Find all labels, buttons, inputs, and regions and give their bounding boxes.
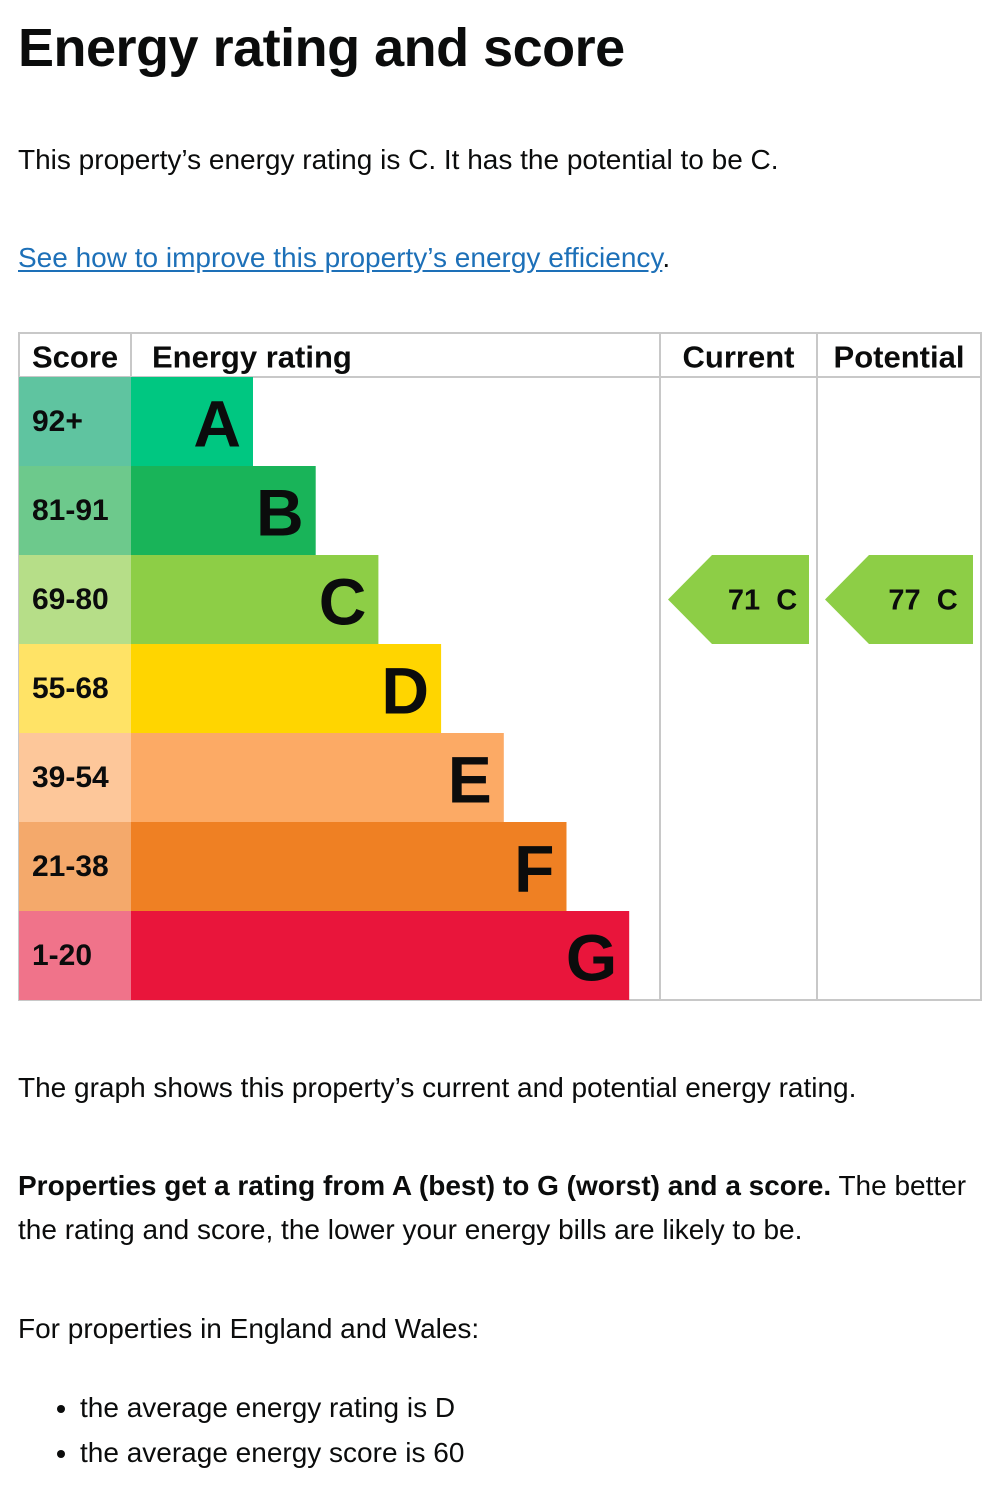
chart-grid (18, 332, 982, 1001)
band-bar-a (131, 377, 253, 466)
link-suffix: . (662, 242, 671, 273)
score-cell-f (19, 822, 131, 911)
chart-headers: Score Energy rating Current Potential (32, 340, 964, 375)
header-current: Current (683, 340, 795, 375)
band-score-label: 69-80 (32, 583, 109, 616)
page-title: Energy rating and score (18, 18, 625, 78)
current-rating-arrow-label: 71 C (728, 585, 797, 617)
band-score-label: 39-54 (32, 761, 109, 794)
score-cell-c (19, 555, 131, 644)
band-bar-d (131, 644, 442, 733)
header-potential: Potential (834, 340, 965, 375)
header-energy-rating: Energy rating (152, 340, 352, 375)
band-letter-label: C (319, 565, 367, 639)
band-bar-c (131, 555, 379, 644)
band-letter-label: G (566, 921, 617, 995)
band-bar-f (131, 822, 567, 911)
band-score-label: 21-38 (32, 850, 109, 883)
header-score: Score (32, 340, 118, 375)
score-cell-b (19, 466, 131, 555)
current-rating-arrow (668, 555, 809, 644)
ratings-explanation-bold: Properties get a rating from A (best) to… (18, 1170, 832, 1201)
band-letter-label: F (514, 832, 554, 906)
score-cell-g (19, 911, 131, 1000)
band-score-label: 81-91 (32, 494, 109, 527)
potential-rating-arrow-label: 77 C (888, 585, 957, 617)
band-letter-label: E (448, 743, 492, 817)
improve-efficiency-link[interactable]: See how to improve this property’s energ… (18, 242, 663, 273)
list-item: the average energy rating is D (80, 1385, 464, 1430)
region-heading: For properties in England and Wales: (18, 1313, 480, 1344)
band-letter-label: A (193, 387, 241, 461)
rating-summary: This property’s energy rating is C. It h… (18, 144, 779, 175)
band-score-label: 1-20 (32, 939, 92, 972)
chart-bands: 92+ A 81-91 B 69-80 C 55-68 D 39-54 E 21-38 F 1-20 G (19, 377, 630, 1000)
chart-arrows: 71 C 77 C (668, 555, 973, 644)
improve-paragraph: See how to improve this property’s energ… (18, 236, 670, 280)
score-cell-d (19, 644, 131, 733)
score-cell-a (19, 377, 131, 466)
band-letter-label: B (256, 476, 304, 550)
score-cell-e (19, 733, 131, 822)
ratings-explanation-rest: The better the rating and score, the low… (18, 1170, 967, 1245)
band-score-label: 55-68 (32, 672, 109, 705)
energy-rating-chart: 92+ A81-91 B69-80 C55-68 D39-54 E21-38 F1-20 G … (18, 332, 982, 1001)
graph-note: The graph shows this property’s current … (18, 1072, 857, 1103)
band-score-label: 92+ (32, 405, 83, 438)
band-letter-label: D (381, 654, 429, 728)
band-bar-g (131, 911, 630, 1000)
band-bar-b (131, 466, 316, 555)
list-item: the average energy score is 60 (80, 1430, 464, 1475)
ratings-explanation: Properties get a rating from A (best) to… (18, 1164, 978, 1252)
band-bar-e (131, 733, 504, 822)
potential-rating-arrow (825, 555, 973, 644)
averages-list: the average energy rating is D the avera… (18, 1385, 464, 1475)
